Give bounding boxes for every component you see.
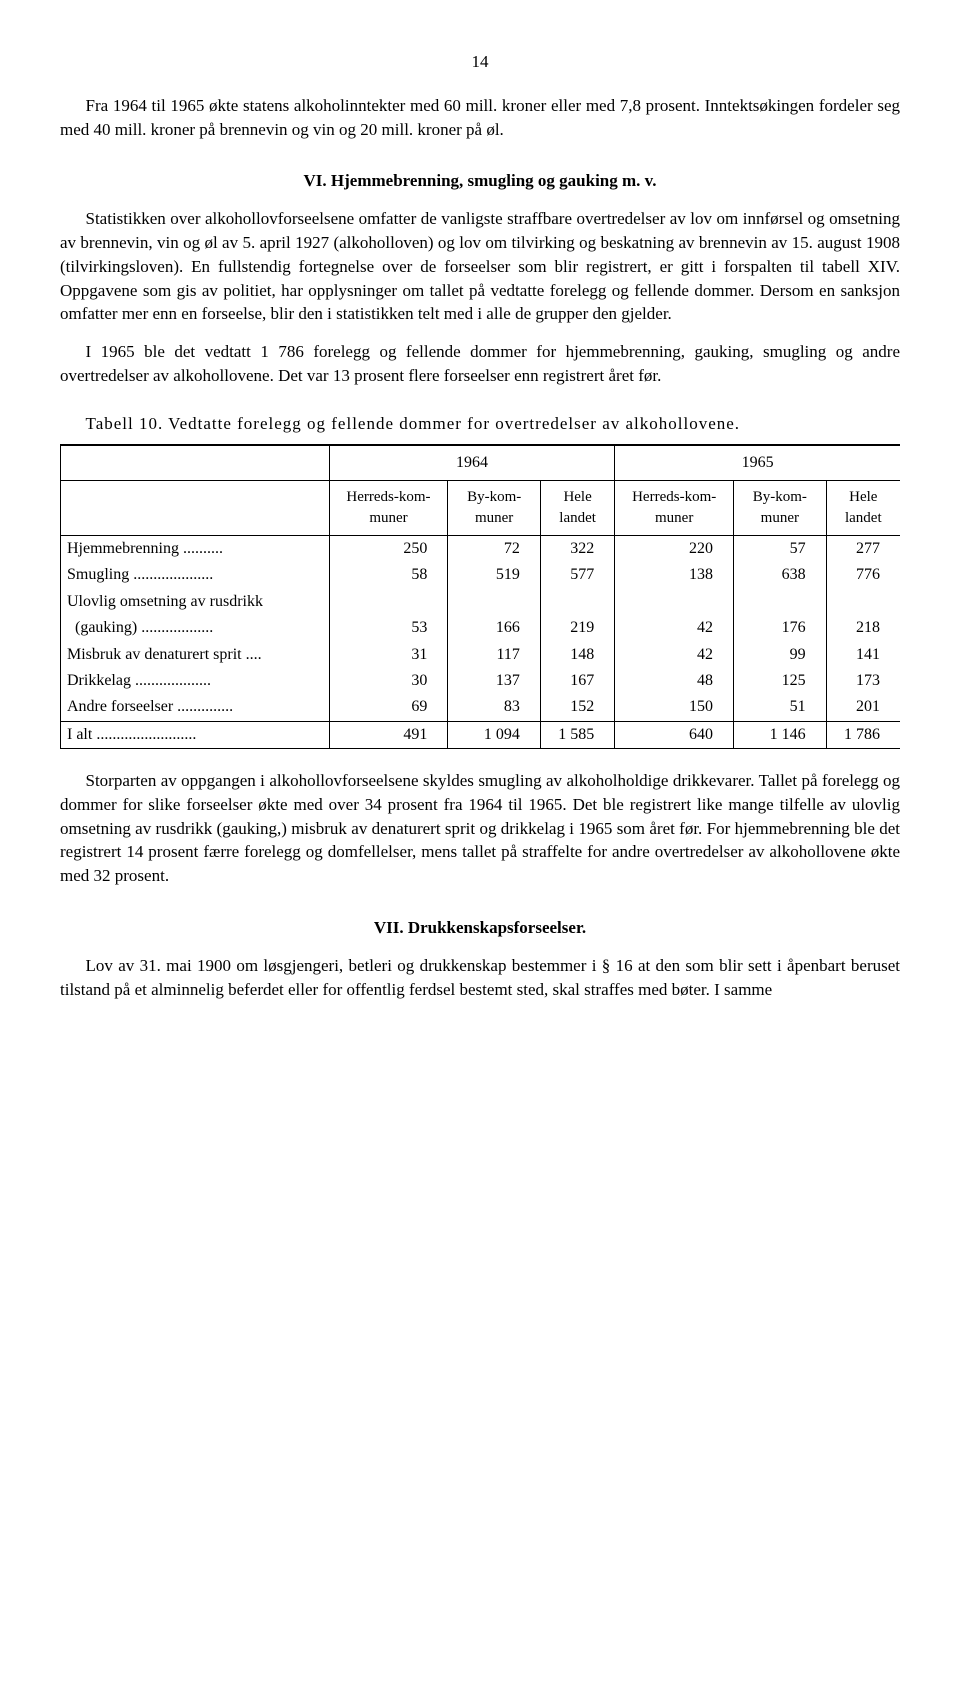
cell: 173 — [826, 668, 900, 694]
section-vii-p1: Lov av 31. mai 1900 om løsgjengeri, betl… — [60, 954, 900, 1002]
col-hele-1: Hele landet — [540, 480, 614, 535]
cell: 322 — [540, 535, 614, 562]
cell: 117 — [448, 642, 541, 668]
cell: 72 — [448, 535, 541, 562]
cell: 220 — [615, 535, 734, 562]
col-by-1: By-kom-muner — [448, 480, 541, 535]
cell: 577 — [540, 562, 614, 588]
row-label: Andre forseelser — [67, 698, 173, 715]
cell: 48 — [615, 668, 734, 694]
cell: 31 — [329, 642, 448, 668]
table-10-caption: Tabell 10. Vedtatte forelegg og fellende… — [60, 412, 900, 436]
cell: 167 — [540, 668, 614, 694]
cell: 83 — [448, 694, 541, 721]
cell: 1 786 — [826, 721, 900, 748]
cell: 99 — [734, 642, 827, 668]
cell: 1 146 — [734, 721, 827, 748]
table-10: 1964 1965 Herreds-kom-muner By-kom-muner… — [60, 444, 900, 750]
cell: 201 — [826, 694, 900, 721]
col-herreds-1: Herreds-kom-muner — [329, 480, 448, 535]
col-herreds-2: Herreds-kom-muner — [615, 480, 734, 535]
table-row: (gauking) .................. 53 166 219 … — [61, 615, 901, 641]
cell: 30 — [329, 668, 448, 694]
total-label: I alt — [67, 726, 92, 743]
cell: 491 — [329, 721, 448, 748]
cell: 69 — [329, 694, 448, 721]
cell: 125 — [734, 668, 827, 694]
table-year-1965: 1965 — [615, 445, 900, 481]
row-label: Misbruk av denaturert sprit — [67, 646, 242, 663]
table-row: Smugling .................... 58 519 577… — [61, 562, 901, 588]
cell: 150 — [615, 694, 734, 721]
cell: 250 — [329, 535, 448, 562]
cell: 42 — [615, 615, 734, 641]
cell: 53 — [329, 615, 448, 641]
table-row: Andre forseelser .............. 69 83 15… — [61, 694, 901, 721]
table-row: Hjemmebrenning .......... 250 72 322 220… — [61, 535, 901, 562]
cell: 166 — [448, 615, 541, 641]
cell: 640 — [615, 721, 734, 748]
cell: 519 — [448, 562, 541, 588]
cell: 1 585 — [540, 721, 614, 748]
section-vi-p1: Statistikken over alkohollovforseelsene … — [60, 207, 900, 326]
col-hele-2: Hele landet — [826, 480, 900, 535]
page-number: 14 — [60, 50, 900, 74]
cell: 42 — [615, 642, 734, 668]
cell: 152 — [540, 694, 614, 721]
cell: 1 094 — [448, 721, 541, 748]
section-vi-p2: I 1965 ble det vedtatt 1 786 forelegg og… — [60, 340, 900, 388]
col-by-2: By-kom-muner — [734, 480, 827, 535]
cell: 51 — [734, 694, 827, 721]
cell: 638 — [734, 562, 827, 588]
cell: 57 — [734, 535, 827, 562]
cell: 218 — [826, 615, 900, 641]
row-label: Drikkelag — [67, 672, 131, 689]
table-row: Drikkelag ................... 30 137 167… — [61, 668, 901, 694]
section-vi-heading: VI. Hjemmebrenning, smugling og gauking … — [60, 169, 900, 193]
cell: 148 — [540, 642, 614, 668]
table-year-1964: 1964 — [329, 445, 615, 481]
table-row: Misbruk av denaturert sprit .... 31 117 … — [61, 642, 901, 668]
cell: 776 — [826, 562, 900, 588]
row-label: Hjemmebrenning — [67, 540, 179, 557]
cell: 137 — [448, 668, 541, 694]
cell: 176 — [734, 615, 827, 641]
cell: 219 — [540, 615, 614, 641]
cell: 138 — [615, 562, 734, 588]
cell: 58 — [329, 562, 448, 588]
cell: 277 — [826, 535, 900, 562]
row-label: Smugling — [67, 566, 129, 583]
intro-paragraph: Fra 1964 til 1965 økte statens alkoholin… — [60, 94, 900, 142]
table-row: Ulovlig omsetning av rusdrikk — [61, 589, 901, 615]
section-vii-heading: VII. Drukkenskapsforseelser. — [60, 916, 900, 940]
cell: 141 — [826, 642, 900, 668]
table-total-row: I alt ......................... 491 1 09… — [61, 721, 901, 748]
after-table-paragraph: Storparten av oppgangen i alkohollovfors… — [60, 769, 900, 888]
